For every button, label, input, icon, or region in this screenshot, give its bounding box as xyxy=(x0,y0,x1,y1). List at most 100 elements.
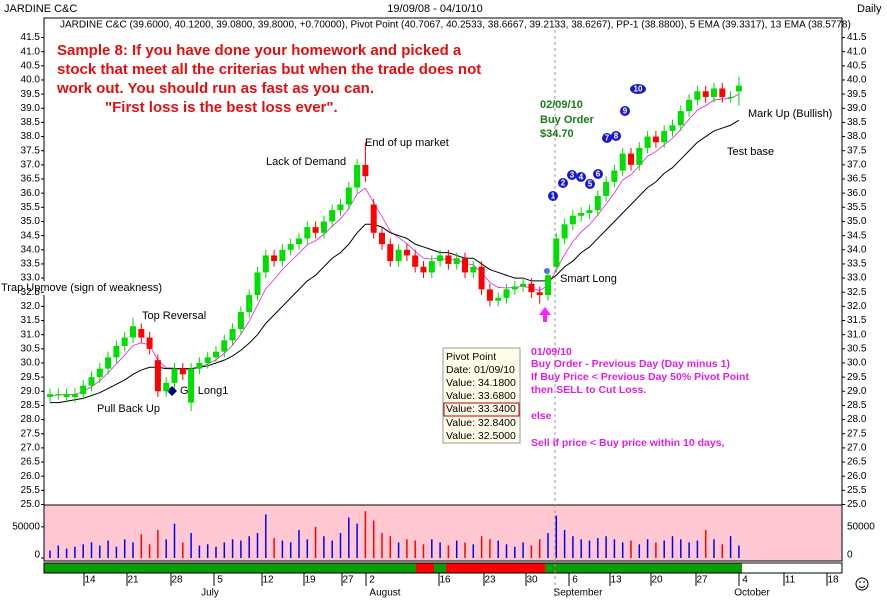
pivot-value: Value: 34.1800 xyxy=(446,377,516,389)
volume-panel xyxy=(43,504,843,562)
y-tick-label: 30.0 xyxy=(21,358,41,369)
candle-body xyxy=(254,272,261,296)
y-tick-label: 41.0 xyxy=(847,46,867,57)
candle-body xyxy=(304,227,311,239)
candle-body xyxy=(246,295,253,313)
date-label: 14 xyxy=(84,575,96,586)
candle-body xyxy=(146,337,153,349)
y-tick-label: 29.5 xyxy=(847,372,867,383)
y-tick-label: 35.0 xyxy=(847,216,867,227)
candle-body xyxy=(387,244,394,262)
candle-body xyxy=(603,181,610,197)
candle-body xyxy=(262,255,269,273)
lesson: Sample 8: If you have done your homework… xyxy=(57,42,462,59)
marker-circle xyxy=(611,131,621,141)
volume-tick-label: 0 xyxy=(847,550,853,561)
candle-body xyxy=(677,111,684,126)
y-tick-label: 25.5 xyxy=(847,485,867,496)
candle-body xyxy=(569,215,576,225)
buy-order: $34.70 xyxy=(540,128,574,140)
candle-body xyxy=(370,204,377,233)
annotation: Test base xyxy=(727,146,774,158)
annotation: Mark Up (Bullish) xyxy=(748,108,832,120)
date-label: 5 xyxy=(217,575,223,586)
rule: else xyxy=(531,410,552,422)
marker-label: 10 xyxy=(634,85,643,94)
volume-tick-label: 0 xyxy=(34,550,40,561)
candle-body xyxy=(179,368,186,375)
candle-body xyxy=(420,266,427,273)
candle-body xyxy=(644,136,651,148)
rule: 01/09/10 xyxy=(531,346,572,358)
candle-body xyxy=(711,88,717,97)
y-tick-label: 37.0 xyxy=(21,160,41,171)
candle-body xyxy=(669,125,676,131)
rule: Buy Order - Previous Day (Day minus 1) xyxy=(531,358,730,370)
candle-body xyxy=(586,210,593,213)
buy-order: 02/09/10 xyxy=(540,99,583,111)
y-tick-label: 32.0 xyxy=(21,301,41,312)
candle-body xyxy=(121,337,128,347)
legend: JARDINE C&C (39.6000, 40.1200, 39.0800, … xyxy=(60,20,851,31)
y-tick-label: 26.5 xyxy=(847,457,867,468)
marker-label: 3 xyxy=(570,171,575,180)
trend-bar xyxy=(44,563,742,573)
candle-body xyxy=(312,227,319,233)
candle-body xyxy=(171,368,178,383)
y-tick-label: 25.0 xyxy=(847,499,867,510)
marker-circle xyxy=(585,179,595,189)
y-tick-label: 39.0 xyxy=(21,103,41,114)
pivot-title: Pivot Point xyxy=(446,351,496,363)
candle-body xyxy=(395,249,402,262)
y-tick-label: 26.5 xyxy=(21,457,41,468)
candle-body xyxy=(113,346,120,358)
candle-body xyxy=(428,261,435,273)
date-label: 20 xyxy=(651,575,663,586)
y-tick-label: 38.0 xyxy=(21,131,41,142)
candle-body xyxy=(694,91,701,100)
y-tick-label: 29.0 xyxy=(847,386,867,397)
candle-body xyxy=(478,266,485,290)
marker-circle xyxy=(593,169,603,179)
annotation: Trap Upmove (sign of weakness) xyxy=(1,282,162,294)
volume-tick-label: 50000 xyxy=(847,521,875,532)
candle-body xyxy=(719,88,726,97)
candle-body xyxy=(520,283,527,287)
candle-body xyxy=(279,249,286,262)
y-tick-label: 41.0 xyxy=(21,46,41,57)
candle-body xyxy=(453,258,460,264)
annotation: End of up market xyxy=(365,137,449,149)
rule: then SELL to Cut Loss. xyxy=(531,384,646,396)
annotation: Smart Long xyxy=(560,273,617,285)
candle-body xyxy=(561,224,568,239)
candle-body xyxy=(47,394,53,397)
candle-body xyxy=(354,164,361,188)
candle-body xyxy=(661,130,668,143)
candle-body xyxy=(71,394,78,397)
date-range: 19/09/08 - 04/10/10 xyxy=(387,3,482,15)
y-tick-label: 27.0 xyxy=(847,443,867,454)
y-tick-label: 28.5 xyxy=(21,400,41,411)
y-tick-label: 34.0 xyxy=(847,244,867,255)
marker-circle xyxy=(602,133,612,143)
y-tick-label: 35.5 xyxy=(847,202,867,213)
y-tick-label: 31.0 xyxy=(847,329,867,340)
lesson: "First loss is the best loss ever". xyxy=(105,99,338,116)
candle-body xyxy=(345,187,352,205)
y-tick-label: 30.5 xyxy=(21,343,41,354)
date-label: 21 xyxy=(127,575,139,586)
candle-body xyxy=(536,292,543,296)
y-tick-label: 32.0 xyxy=(847,301,867,312)
candle-body xyxy=(204,357,211,363)
candle-body xyxy=(55,394,62,396)
candle-body xyxy=(636,147,643,165)
y-tick-label: 39.0 xyxy=(847,103,867,114)
y-tick-label: 39.5 xyxy=(21,89,41,100)
symbol: JARDINE C&C xyxy=(4,3,77,15)
date-label: 30 xyxy=(526,575,538,586)
y-tick-label: 34.0 xyxy=(21,244,41,255)
y-tick-label: 37.0 xyxy=(847,160,867,171)
marker-label: 2 xyxy=(561,179,566,188)
candle-body xyxy=(213,351,219,358)
candle-body xyxy=(611,170,618,182)
